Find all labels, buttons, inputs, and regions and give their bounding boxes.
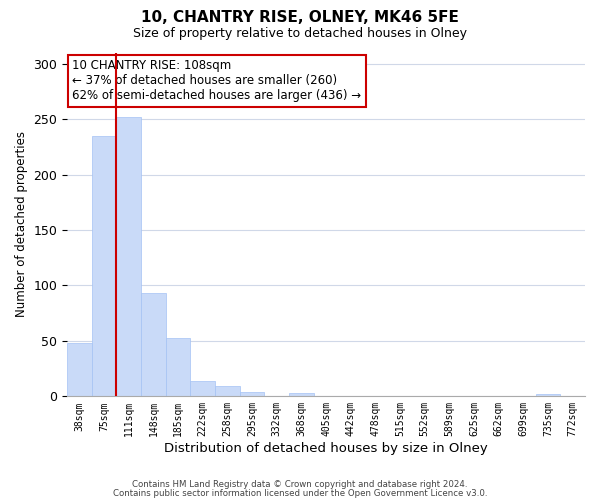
X-axis label: Distribution of detached houses by size in Olney: Distribution of detached houses by size …: [164, 442, 488, 455]
Text: Contains public sector information licensed under the Open Government Licence v3: Contains public sector information licen…: [113, 488, 487, 498]
Bar: [141, 293, 166, 397]
Bar: [190, 381, 215, 396]
Bar: [536, 394, 560, 396]
Text: 10, CHANTRY RISE, OLNEY, MK46 5FE: 10, CHANTRY RISE, OLNEY, MK46 5FE: [141, 10, 459, 25]
Bar: [92, 136, 116, 396]
Text: 10 CHANTRY RISE: 108sqm
← 37% of detached houses are smaller (260)
62% of semi-d: 10 CHANTRY RISE: 108sqm ← 37% of detache…: [73, 60, 361, 102]
Bar: [166, 338, 190, 396]
Bar: [240, 392, 265, 396]
Y-axis label: Number of detached properties: Number of detached properties: [15, 132, 28, 318]
Text: Size of property relative to detached houses in Olney: Size of property relative to detached ho…: [133, 28, 467, 40]
Bar: [67, 343, 92, 396]
Bar: [215, 386, 240, 396]
Bar: [116, 117, 141, 396]
Text: Contains HM Land Registry data © Crown copyright and database right 2024.: Contains HM Land Registry data © Crown c…: [132, 480, 468, 489]
Bar: [289, 393, 314, 396]
